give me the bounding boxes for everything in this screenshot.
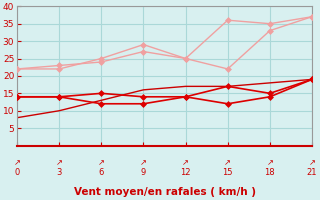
Text: ↗: ↗ [308, 158, 316, 167]
Text: 15: 15 [222, 168, 233, 177]
X-axis label: Vent moyen/en rafales ( km/h ): Vent moyen/en rafales ( km/h ) [74, 187, 255, 197]
Text: 0: 0 [14, 168, 20, 177]
Text: ↗: ↗ [182, 158, 189, 167]
Text: ↗: ↗ [56, 158, 63, 167]
Text: ↗: ↗ [266, 158, 273, 167]
Text: 9: 9 [141, 168, 146, 177]
Text: ↗: ↗ [140, 158, 147, 167]
Text: 6: 6 [99, 168, 104, 177]
Text: ↗: ↗ [13, 158, 20, 167]
Text: 12: 12 [180, 168, 191, 177]
Text: 21: 21 [307, 168, 317, 177]
Text: ↗: ↗ [224, 158, 231, 167]
Text: 18: 18 [265, 168, 275, 177]
Text: 3: 3 [57, 168, 62, 177]
Text: ↗: ↗ [98, 158, 105, 167]
